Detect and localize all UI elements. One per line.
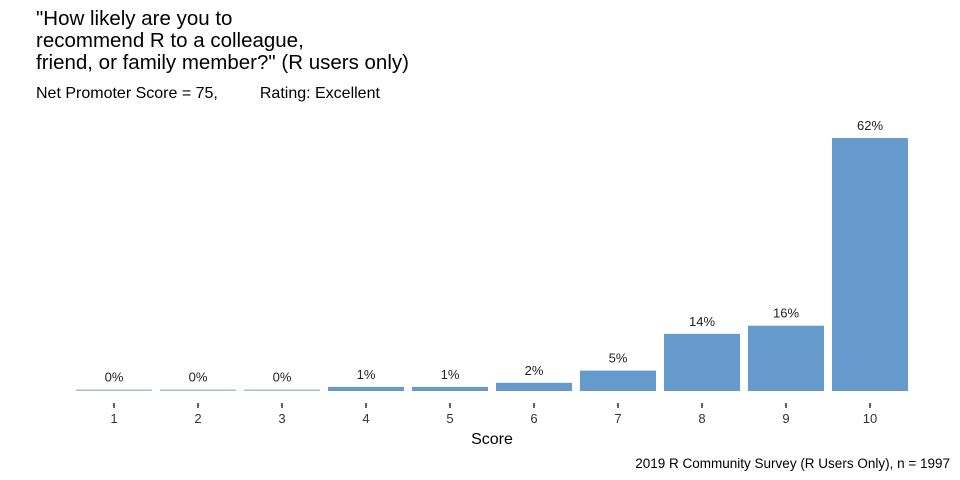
data-label-7: 5%	[609, 351, 628, 366]
data-label-1: 0%	[105, 370, 124, 385]
bar-10	[832, 138, 908, 391]
data-label-2: 0%	[189, 370, 208, 385]
data-label-8: 14%	[689, 314, 715, 329]
x-tick-label-9: 9	[782, 411, 789, 426]
bar-1	[76, 389, 152, 391]
chart-caption: 2019 R Community Survey (R Users Only), …	[635, 456, 950, 471]
x-tick-label-5: 5	[446, 411, 453, 426]
bar-7	[580, 370, 656, 391]
x-tick-label-4: 4	[362, 411, 369, 426]
x-tick-label-1: 1	[110, 411, 117, 426]
x-tick-label-3: 3	[278, 411, 285, 426]
data-label-5: 1%	[441, 367, 460, 382]
bar-2	[160, 389, 236, 391]
rating-text: Rating: Excellent	[259, 85, 380, 102]
bar-4	[328, 386, 404, 391]
nps-text: Net Promoter Score = 75,	[36, 85, 218, 102]
x-axis-label: Score	[471, 431, 513, 448]
x-tick-label-6: 6	[530, 411, 537, 426]
x-tick-label-7: 7	[614, 411, 621, 426]
bar-9	[748, 325, 824, 391]
chart-subtitle: Net Promoter Score = 75, Rating: Excellen…	[36, 85, 422, 103]
data-label-3: 0%	[273, 370, 292, 385]
x-tick-label-8: 8	[698, 411, 705, 426]
x-tick-label-2: 2	[194, 411, 201, 426]
x-tick-label-10: 10	[863, 411, 877, 426]
data-label-10: 62%	[857, 118, 883, 133]
bar-8	[664, 333, 740, 391]
bar-3	[244, 389, 320, 391]
bar-6	[496, 382, 572, 391]
data-label-6: 2%	[525, 363, 544, 378]
data-label-9: 16%	[773, 306, 799, 321]
chart-title: "How likely are you to recommend R to a …	[36, 7, 409, 74]
data-label-4: 1%	[357, 367, 376, 382]
bar-5	[412, 386, 488, 391]
